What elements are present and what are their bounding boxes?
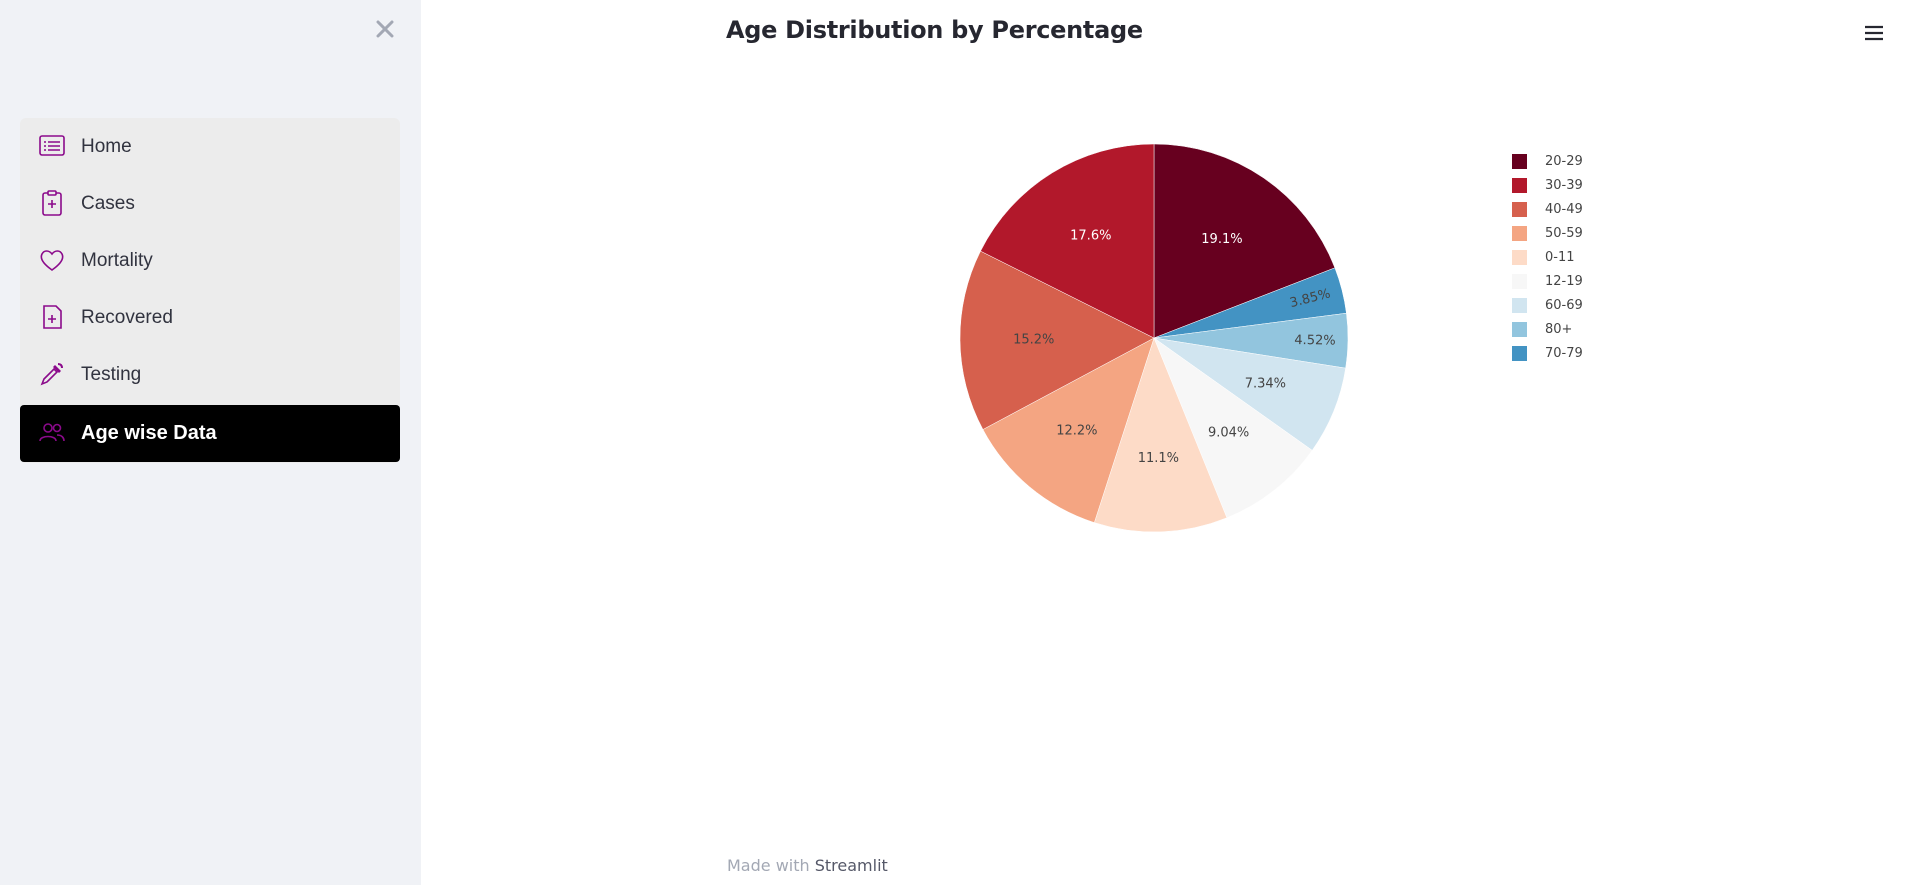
legend-label: 12-19 <box>1545 274 1583 289</box>
legend-item[interactable]: 20-29 <box>1512 152 1632 176</box>
legend-swatch <box>1512 154 1527 169</box>
legend-swatch <box>1512 298 1527 313</box>
hamburger-icon <box>1865 25 1883 41</box>
legend-item[interactable]: 40-49 <box>1512 200 1632 224</box>
sidebar-item-mortality[interactable]: Mortality <box>20 232 400 289</box>
pie-slice-40-49[interactable] <box>959 250 1155 430</box>
pie-slice-label: 15.2% <box>1013 333 1054 348</box>
file-plus-icon <box>38 303 66 331</box>
legend-label: 20-29 <box>1545 154 1583 169</box>
legend-label: 50-59 <box>1545 226 1583 241</box>
sidebar-item-cases[interactable]: Cases <box>20 175 400 232</box>
pie-slice-label: 9.04% <box>1208 425 1249 440</box>
pie-slice-30-39[interactable] <box>980 143 1155 339</box>
hamburger-menu-button[interactable] <box>1862 22 1886 44</box>
pie-slice-label: 12.2% <box>1056 423 1097 438</box>
legend-label: 70-79 <box>1545 346 1583 361</box>
legend-label: 80+ <box>1545 322 1573 337</box>
page-title: Age Distribution by Percentage <box>726 16 1143 44</box>
legend-swatch <box>1512 178 1527 193</box>
legend-label: 60-69 <box>1545 298 1583 313</box>
legend-item[interactable]: 80+ <box>1512 320 1632 344</box>
legend-item[interactable]: 60-69 <box>1512 296 1632 320</box>
sidebar-item-recovered[interactable]: Recovered <box>20 289 400 346</box>
heart-icon <box>38 246 66 274</box>
close-sidebar-button[interactable] <box>374 18 396 40</box>
sidebar-item-home[interactable]: Home <box>20 118 400 175</box>
chart-legend: 20-29 30-39 40-49 50-59 0-11 12-19 60-69 80+ 70-… <box>1512 152 1632 368</box>
pie-slice-20-29[interactable] <box>1153 143 1336 339</box>
legend-item[interactable]: 0-11 <box>1512 248 1632 272</box>
eyedropper-icon <box>38 360 66 388</box>
sidebar-item-label: Cases <box>81 192 135 214</box>
legend-swatch <box>1512 226 1527 241</box>
sidebar-item-label: Testing <box>81 363 142 385</box>
legend-item[interactable]: 12-19 <box>1512 272 1632 296</box>
pie-slice-50-59[interactable] <box>982 337 1155 523</box>
sidebar-item-age-wise-data[interactable]: Age wise Data <box>20 405 400 462</box>
list-icon <box>38 132 66 160</box>
sidebar-item-label: Age wise Data <box>81 422 217 444</box>
legend-label: 0-11 <box>1545 250 1575 265</box>
pie-slice-12-19[interactable] <box>1153 337 1313 519</box>
pie-slice-label: 19.1% <box>1201 232 1242 247</box>
legend-label: 40-49 <box>1545 202 1583 217</box>
legend-item[interactable]: 50-59 <box>1512 224 1632 248</box>
pie-slice-label: 11.1% <box>1138 451 1179 466</box>
legend-swatch <box>1512 202 1527 217</box>
sidebar: Home Cases Mortality Recovered Testing <box>0 0 421 885</box>
pie-slice-label: 17.6% <box>1070 229 1111 244</box>
legend-swatch <box>1512 322 1527 337</box>
footer-prefix: Made with <box>727 856 810 875</box>
pie-slice-label: 7.34% <box>1245 376 1286 391</box>
sidebar-item-label: Home <box>81 135 132 157</box>
legend-label: 30-39 <box>1545 178 1583 193</box>
pie-slice-label: 4.52% <box>1294 333 1336 349</box>
footer: Made with Streamlit <box>727 856 888 875</box>
sidebar-item-label: Mortality <box>81 249 153 271</box>
legend-item[interactable]: 30-39 <box>1512 176 1632 200</box>
sidebar-nav-menu: Home Cases Mortality Recovered Testing <box>20 118 400 463</box>
sidebar-item-testing[interactable]: Testing <box>20 346 400 403</box>
people-icon <box>38 419 66 447</box>
pie-slice-0-11[interactable] <box>1093 337 1228 533</box>
sidebar-item-label: Recovered <box>81 306 173 328</box>
streamlit-link[interactable]: Streamlit <box>814 856 888 875</box>
legend-swatch <box>1512 346 1527 361</box>
legend-item[interactable]: 70-79 <box>1512 344 1632 368</box>
legend-swatch <box>1512 250 1527 265</box>
pie-chart: 19.1%3.85%4.52%7.34%9.04%11.1%12.2%15.2%… <box>959 143 1349 533</box>
clipboard-plus-icon <box>38 189 66 217</box>
legend-swatch <box>1512 274 1527 289</box>
close-icon <box>376 20 394 38</box>
